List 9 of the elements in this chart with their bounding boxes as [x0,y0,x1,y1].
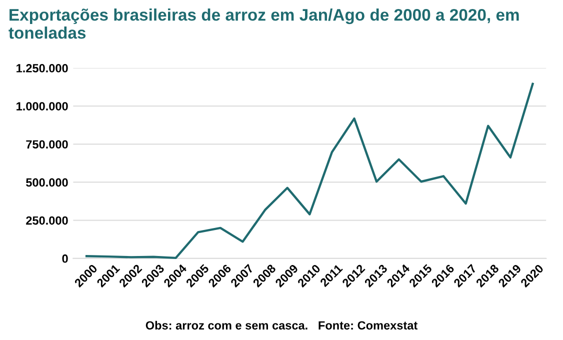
line-series [85,82,534,260]
y-tick-label: 250.000 [26,216,68,225]
y-tick-label: 750.000 [26,140,68,149]
y-tick-label: 500.000 [26,178,68,187]
text: Obs: arroz com e sem casca. Fonte: Comexstat [146,320,418,330]
y-tick-label: 0 [62,254,68,263]
y-tick-label: 1.000.000 [16,102,68,110]
y-tick-label: 1.250.000 [16,64,68,72]
chart-title: Exportações brasileiras de arroz em Jan/Ago de 2000 a 2020, em toneladas [8,8,519,39]
